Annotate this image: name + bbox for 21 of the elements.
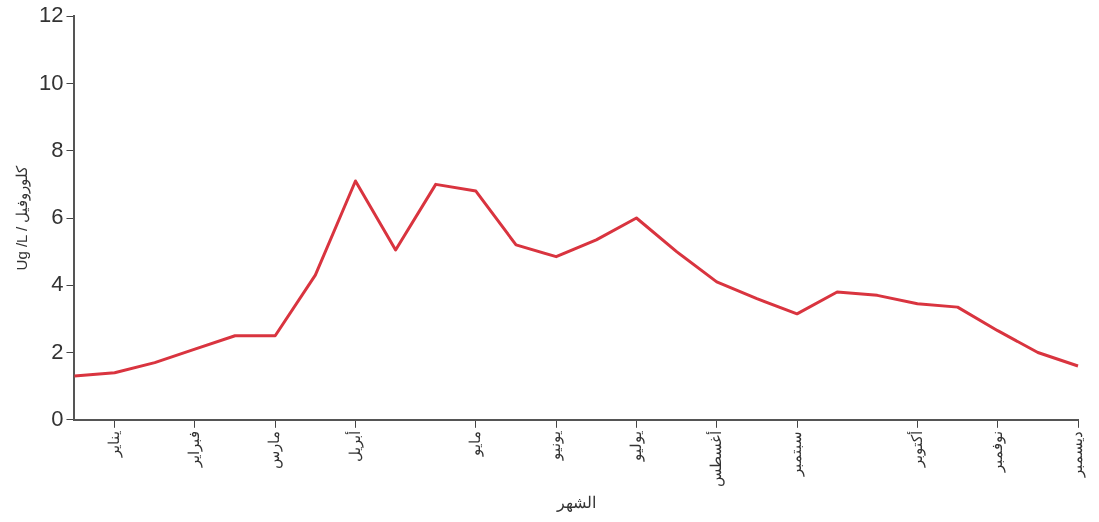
x-tick-label: سبتمبر <box>787 430 806 477</box>
x-tick-label: أبريل <box>344 430 364 462</box>
x-tick-label: نوفمبر <box>987 430 1006 473</box>
y-tick-label: 4 <box>51 271 64 297</box>
x-tick-label: يوليو <box>626 430 645 462</box>
x-tick-label: مارس <box>265 430 284 469</box>
y-tick-label: 12 <box>38 2 64 28</box>
x-tick-label: يناير <box>104 430 123 458</box>
x-tick-label: أغسطس <box>705 430 725 487</box>
x-tick-label: مايو <box>466 430 485 457</box>
y-tick-label: 2 <box>51 338 64 364</box>
y-tick-label: 0 <box>51 405 64 431</box>
y-tick-label: 10 <box>38 69 64 95</box>
y-tick-label: 6 <box>51 204 64 230</box>
x-tick-label: فبراير <box>185 430 204 468</box>
x-tick-label: ديسمبر <box>1068 430 1087 478</box>
x-axis-title: الشهر <box>555 493 596 512</box>
x-tick-label: أكتوبر <box>906 430 926 468</box>
x-tick-label: يونيو <box>546 430 565 461</box>
y-tick-label: 8 <box>51 136 64 162</box>
y-axis-title: Ug /L / كلوروفيل <box>13 164 32 271</box>
